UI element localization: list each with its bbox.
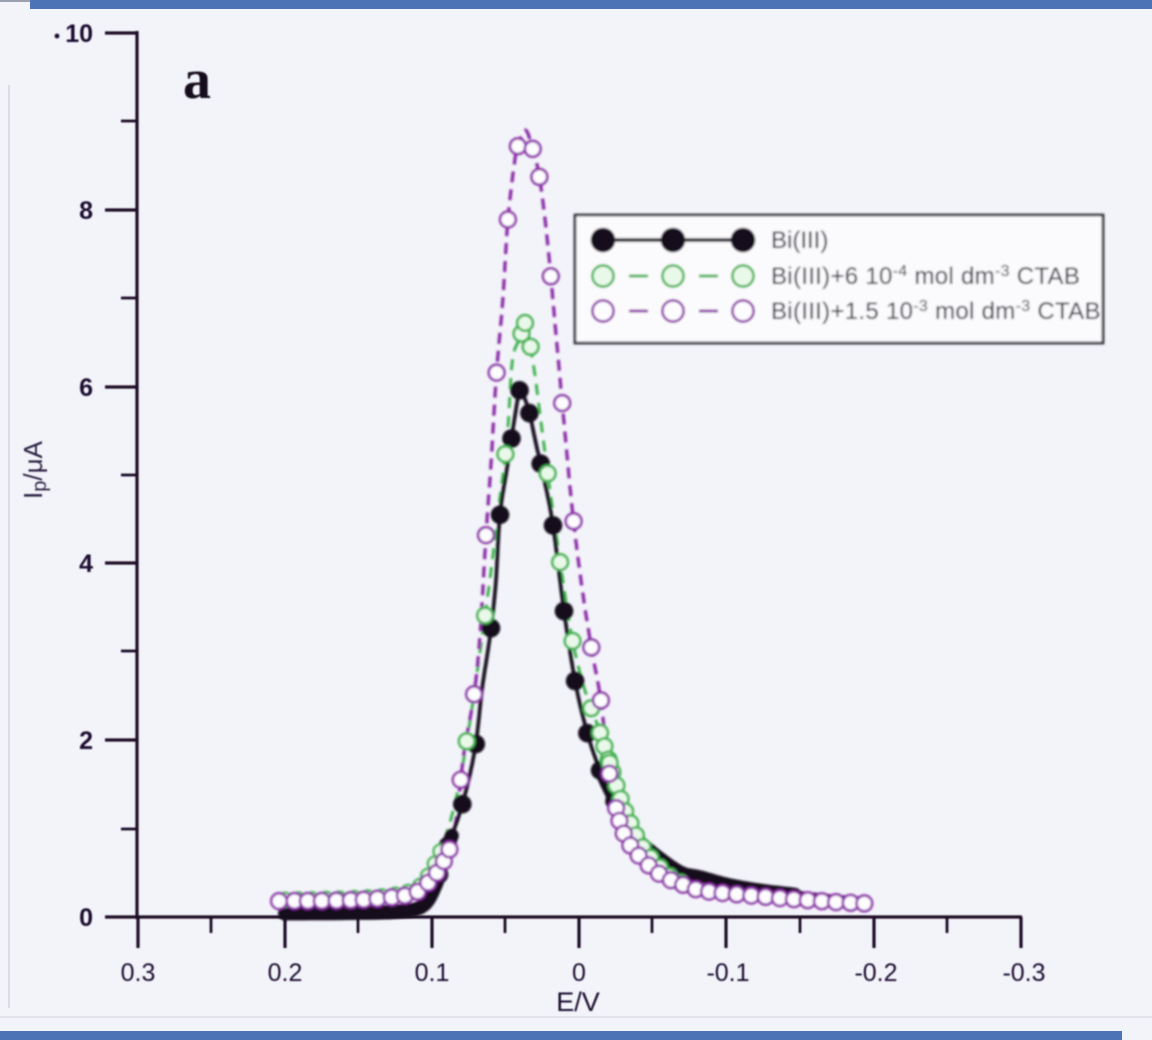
svg-text:0: 0 bbox=[572, 959, 586, 987]
svg-text:a: a bbox=[183, 49, 211, 111]
svg-text:0: 0 bbox=[79, 904, 93, 932]
svg-text:0.1: 0.1 bbox=[415, 959, 450, 987]
svg-text:2: 2 bbox=[79, 727, 93, 755]
svg-text:4: 4 bbox=[79, 550, 93, 578]
svg-text:-0.1: -0.1 bbox=[706, 959, 749, 987]
svg-text:0.3: 0.3 bbox=[121, 959, 156, 987]
svg-text:6: 6 bbox=[79, 374, 93, 402]
svg-text:10: 10 bbox=[65, 20, 93, 48]
svg-text:8: 8 bbox=[79, 197, 93, 225]
svg-text:E/V: E/V bbox=[556, 987, 600, 1017]
svg-text:Bi(III)+1.5 10-3 mol dm-3 CTAB: Bi(III)+1.5 10-3 mol dm-3 CTAB bbox=[771, 298, 1101, 325]
svg-text:-0.3: -0.3 bbox=[1002, 959, 1045, 987]
svg-text:Bi(III): Bi(III) bbox=[771, 227, 828, 254]
svg-text:-0.2: -0.2 bbox=[854, 959, 897, 987]
svg-text:0.2: 0.2 bbox=[268, 959, 303, 987]
svg-text:Bi(III)+6 10-4 mol dm-3 CTAB: Bi(III)+6 10-4 mol dm-3 CTAB bbox=[771, 263, 1080, 290]
